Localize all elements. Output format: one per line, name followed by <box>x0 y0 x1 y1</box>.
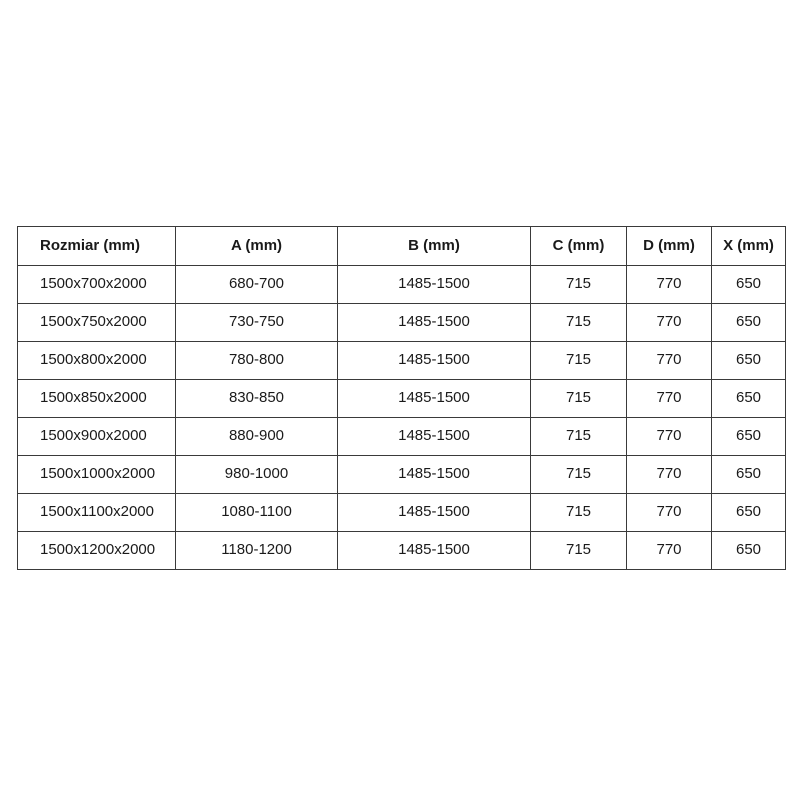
cell-d: 770 <box>626 265 712 304</box>
table-row: 1500x700x2000 680-700 1485-1500 715 770 650 <box>17 265 786 304</box>
column-header-c: C (mm) <box>530 226 627 266</box>
cell-size: 1500x750x2000 <box>17 303 176 342</box>
cell-d: 770 <box>626 303 712 342</box>
cell-d: 770 <box>626 455 712 494</box>
cell-x: 650 <box>711 455 786 494</box>
cell-c: 715 <box>530 379 627 418</box>
cell-a: 880-900 <box>175 417 338 456</box>
specification-table-container: Rozmiar (mm) A (mm) B (mm) C (mm) D (mm)… <box>17 226 786 570</box>
cell-d: 770 <box>626 493 712 532</box>
cell-b: 1485-1500 <box>337 493 531 532</box>
cell-a: 1080-1100 <box>175 493 338 532</box>
column-header-b: B (mm) <box>337 226 531 266</box>
cell-x: 650 <box>711 265 786 304</box>
table-row: 1500x750x2000 730-750 1485-1500 715 770 650 <box>17 303 786 342</box>
cell-d: 770 <box>626 531 712 570</box>
cell-size: 1500x900x2000 <box>17 417 176 456</box>
specification-table: Rozmiar (mm) A (mm) B (mm) C (mm) D (mm)… <box>17 226 786 570</box>
cell-b: 1485-1500 <box>337 379 531 418</box>
cell-b: 1485-1500 <box>337 531 531 570</box>
cell-d: 770 <box>626 379 712 418</box>
cell-d: 770 <box>626 341 712 380</box>
cell-c: 715 <box>530 265 627 304</box>
cell-c: 715 <box>530 493 627 532</box>
cell-a: 780-800 <box>175 341 338 380</box>
cell-a: 980-1000 <box>175 455 338 494</box>
cell-c: 715 <box>530 303 627 342</box>
column-header-x: X (mm) <box>711 226 786 266</box>
cell-x: 650 <box>711 531 786 570</box>
table-body: 1500x700x2000 680-700 1485-1500 715 770 650 15… <box>17 265 786 570</box>
cell-b: 1485-1500 <box>337 341 531 380</box>
cell-size: 1500x800x2000 <box>17 341 176 380</box>
cell-size: 1500x1200x2000 <box>17 531 176 570</box>
cell-a: 680-700 <box>175 265 338 304</box>
column-header-d: D (mm) <box>626 226 712 266</box>
cell-a: 730-750 <box>175 303 338 342</box>
cell-b: 1485-1500 <box>337 303 531 342</box>
table-header-row: Rozmiar (mm) A (mm) B (mm) C (mm) D (mm)… <box>17 226 786 266</box>
cell-size: 1500x850x2000 <box>17 379 176 418</box>
cell-c: 715 <box>530 341 627 380</box>
cell-x: 650 <box>711 303 786 342</box>
cell-c: 715 <box>530 455 627 494</box>
table-row: 1500x900x2000 880-900 1485-1500 715 770 650 <box>17 417 786 456</box>
cell-a: 1180-1200 <box>175 531 338 570</box>
cell-a: 830-850 <box>175 379 338 418</box>
cell-x: 650 <box>711 341 786 380</box>
cell-b: 1485-1500 <box>337 265 531 304</box>
cell-b: 1485-1500 <box>337 455 531 494</box>
cell-size: 1500x1000x2000 <box>17 455 176 494</box>
cell-d: 770 <box>626 417 712 456</box>
cell-c: 715 <box>530 417 627 456</box>
cell-b: 1485-1500 <box>337 417 531 456</box>
cell-size: 1500x700x2000 <box>17 265 176 304</box>
column-header-size: Rozmiar (mm) <box>17 226 176 266</box>
cell-x: 650 <box>711 417 786 456</box>
cell-size: 1500x1100x2000 <box>17 493 176 532</box>
table-row: 1500x800x2000 780-800 1485-1500 715 770 650 <box>17 341 786 380</box>
cell-c: 715 <box>530 531 627 570</box>
table-header: Rozmiar (mm) A (mm) B (mm) C (mm) D (mm)… <box>17 226 786 266</box>
column-header-a: A (mm) <box>175 226 338 266</box>
cell-x: 650 <box>711 493 786 532</box>
cell-x: 650 <box>711 379 786 418</box>
table-row: 1500x1100x2000 1080-1100 1485-1500 715 770 65… <box>17 493 786 532</box>
table-row: 1500x1200x2000 1180-1200 1485-1500 715 770 65… <box>17 531 786 570</box>
table-row: 1500x1000x2000 980-1000 1485-1500 715 770 650 <box>17 455 786 494</box>
table-row: 1500x850x2000 830-850 1485-1500 715 770 650 <box>17 379 786 418</box>
